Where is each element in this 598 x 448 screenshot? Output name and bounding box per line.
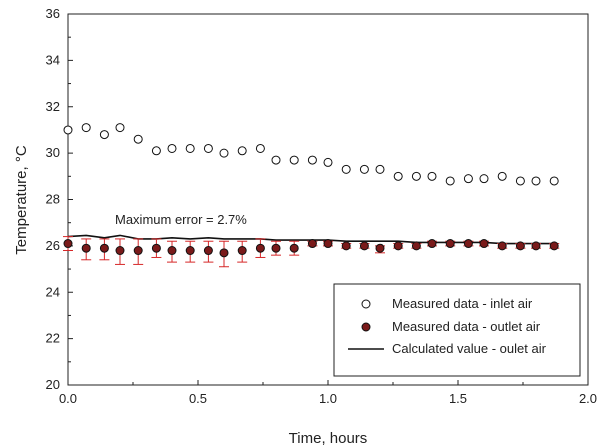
outlet-point: [411, 241, 421, 251]
outlet-point: [515, 241, 525, 251]
y-tick-label: 36: [46, 6, 60, 21]
x-tick-label: 1.0: [319, 391, 337, 406]
legend-label-outlet: Measured data - outlet air: [392, 319, 541, 334]
outlet-point: [341, 241, 351, 251]
inlet-point: [411, 171, 421, 181]
inlet-point: [375, 164, 385, 174]
inlet-point: [185, 143, 195, 153]
x-tick-label: 0.0: [59, 391, 77, 406]
max-error-annotation: Maximum error = 2.7%: [115, 212, 247, 227]
y-tick-label: 30: [46, 145, 60, 160]
inlet-point: [219, 148, 229, 158]
outlet-point: [549, 241, 559, 251]
outlet-point: [427, 239, 437, 249]
y-axis-label: Temperature, °C: [13, 145, 30, 255]
legend-marker-inlet: [361, 299, 371, 309]
inlet-point: [167, 143, 177, 153]
outlet-point: [463, 239, 473, 249]
inlet-point: [115, 123, 125, 133]
inlet-point: [99, 130, 109, 140]
outlet-point: [497, 241, 507, 251]
outlet-point: [289, 243, 299, 253]
inlet-point: [203, 143, 213, 153]
x-axis-label: Time, hours: [289, 430, 368, 447]
outlet-point: [81, 243, 91, 253]
outlet-point: [99, 243, 109, 253]
legend-box: [333, 283, 581, 377]
x-tick-label: 0.5: [189, 391, 207, 406]
y-tick-label: 32: [46, 99, 60, 114]
axis-ticks: 0.0 0.5 1.0 1.5 2.0 20 22 24 26 28 30 32 34 36: [46, 6, 598, 406]
legend-marker-outlet: [361, 322, 371, 332]
y-tick-label: 28: [46, 192, 60, 207]
outlet-point: [203, 246, 213, 256]
inlet-point: [271, 155, 281, 165]
outlet-point: [167, 246, 177, 256]
inlet-point: [81, 123, 91, 133]
y-tick-label: 26: [46, 238, 60, 253]
y-tick-label: 22: [46, 331, 60, 346]
outlet-point: [133, 246, 143, 256]
outlet-point: [375, 243, 385, 253]
inlet-point: [289, 155, 299, 165]
inlet-point: [427, 171, 437, 181]
y-tick-label: 24: [46, 284, 60, 299]
inlet-point: [515, 176, 525, 186]
series-layer: [63, 123, 560, 268]
outlet-point: [307, 239, 317, 249]
inlet-point: [479, 174, 489, 184]
inlet-point: [549, 176, 559, 186]
outlet-point: [151, 243, 161, 253]
inlet-point: [463, 174, 473, 184]
outlet-point: [271, 243, 281, 253]
y-tick-label: 34: [46, 52, 60, 67]
inlet-point: [497, 171, 507, 181]
outlet-point: [63, 239, 73, 249]
inlet-point: [237, 146, 247, 156]
outlet-point: [255, 243, 265, 253]
outlet-point: [237, 246, 247, 256]
inlet-point: [393, 171, 403, 181]
legend: Measured data - inlet air Measured data …: [333, 283, 581, 377]
x-tick-label: 1.5: [449, 391, 467, 406]
inlet-point: [359, 164, 369, 174]
outlet-point: [479, 239, 489, 249]
outlet-point: [219, 248, 229, 258]
outlet-point: [445, 239, 455, 249]
outlet-point: [323, 239, 333, 249]
y-tick-label: 20: [46, 377, 60, 392]
inlet-point: [63, 125, 73, 135]
inlet-point: [445, 176, 455, 186]
inlet-point: [255, 143, 265, 153]
x-tick-label: 2.0: [579, 391, 597, 406]
inlet-point: [531, 176, 541, 186]
inlet-point: [341, 164, 351, 174]
outlet-point: [393, 241, 403, 251]
legend-label-calculated: Calculated value - oulet air: [392, 341, 547, 356]
inlet-point: [133, 134, 143, 144]
outlet-point: [531, 241, 541, 251]
legend-label-inlet: Measured data - inlet air: [392, 296, 533, 311]
outlet-point: [359, 241, 369, 251]
inlet-point: [307, 155, 317, 165]
inlet-point: [151, 146, 161, 156]
outlet-point: [185, 246, 195, 256]
outlet-point: [115, 246, 125, 256]
inlet-point: [323, 157, 333, 167]
